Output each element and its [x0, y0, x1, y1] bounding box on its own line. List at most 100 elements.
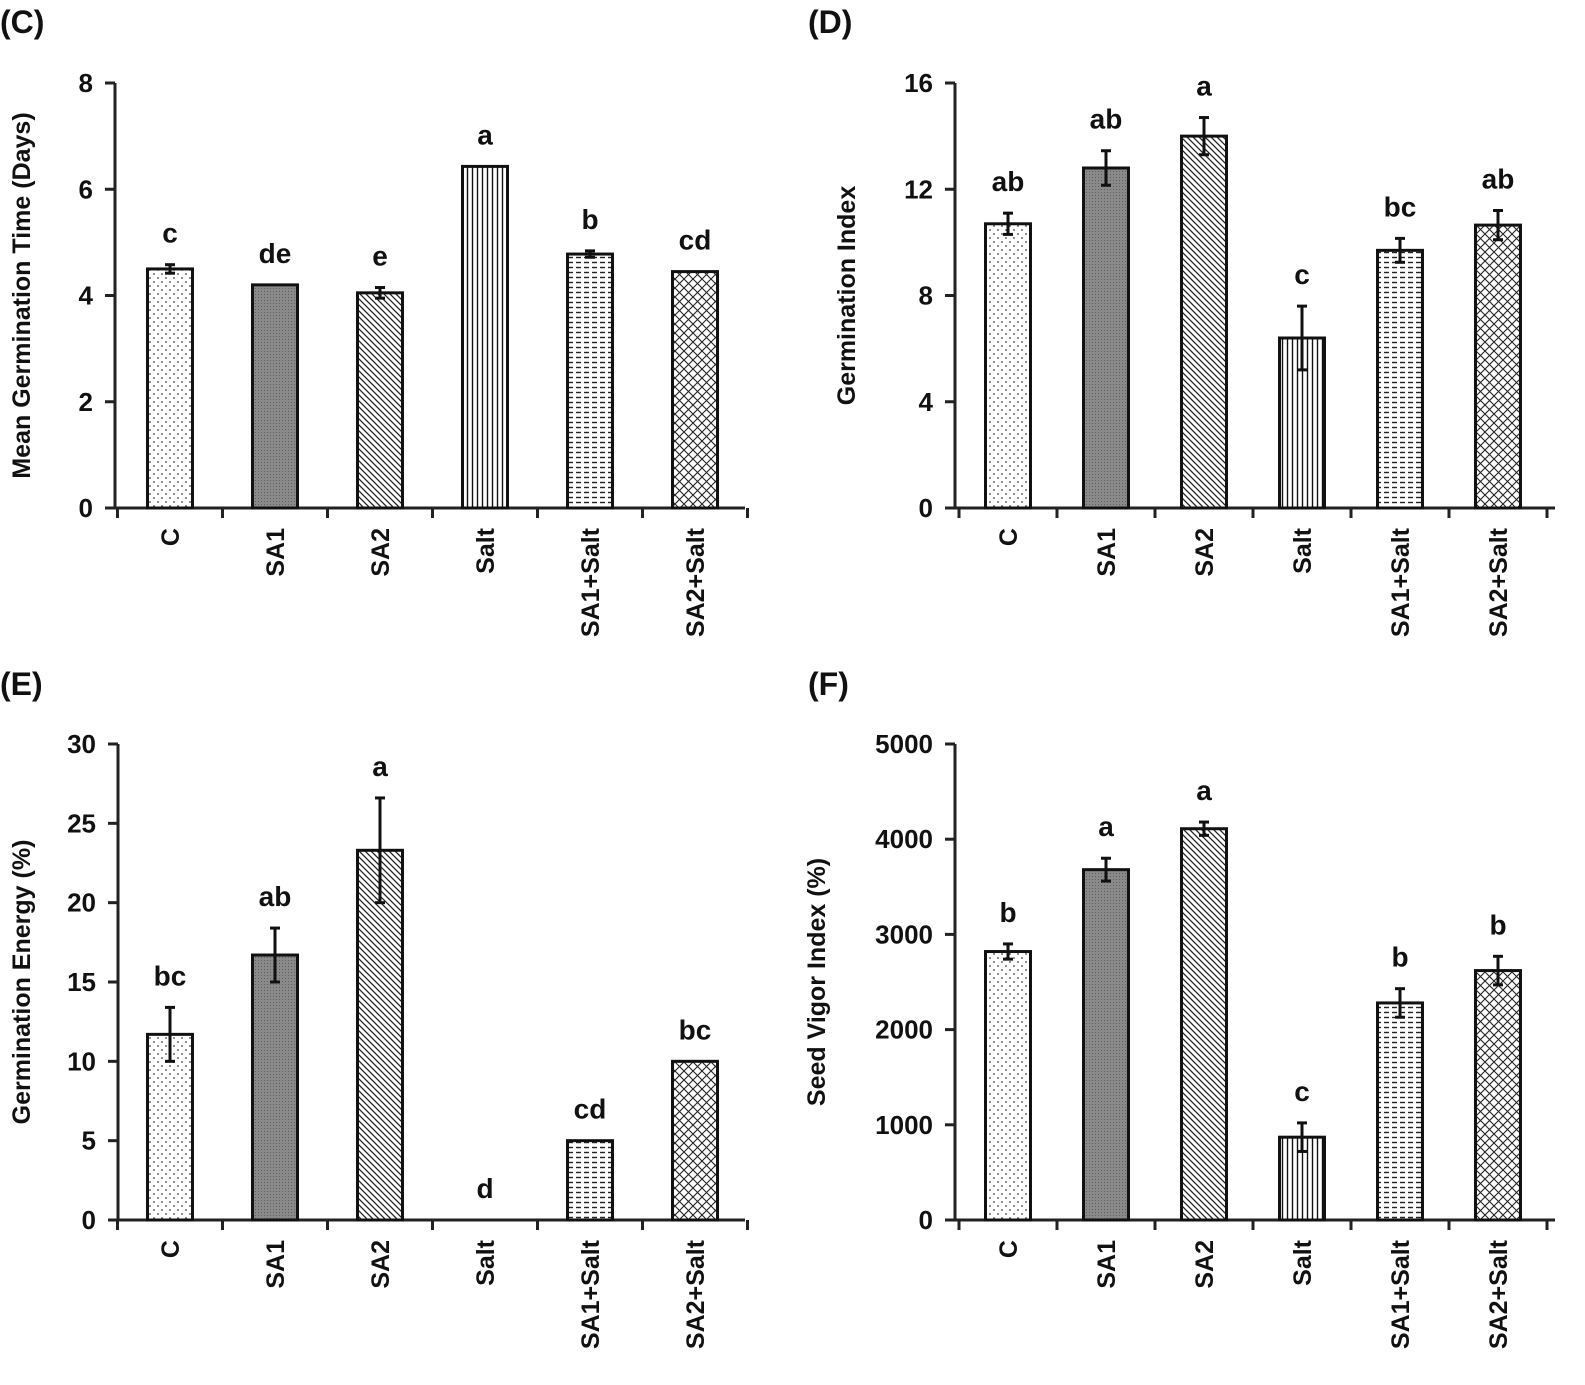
y-tick-label-d: 8 [919, 281, 933, 311]
y-tick-label-e: 25 [67, 808, 96, 838]
y-tick-label-c: 2 [79, 387, 93, 417]
significance-letter-d-0: ab [992, 166, 1025, 197]
x-category-label-f-0: C [995, 1240, 1023, 1258]
y-tick-label-e: 30 [67, 729, 96, 759]
bar-c-3 [461, 164, 509, 510]
significance-letter-c-4: b [581, 204, 598, 235]
y-tick-label-c: 4 [79, 281, 94, 311]
y-tick-label-c: 8 [79, 68, 93, 98]
significance-letter-e-1: ab [259, 881, 292, 912]
bar-c-4 [566, 252, 614, 510]
y-axis-label-c: Mean Germination Time (Days) [8, 112, 36, 478]
significance-letter-e-5: bc [679, 1014, 712, 1045]
x-category-label-c-3: Salt [472, 527, 500, 574]
significance-letter-f-0: b [999, 897, 1016, 928]
x-category-label-c-5: SA2+Salt [682, 527, 710, 637]
significance-letter-e-3: d [476, 1173, 493, 1204]
chart-panel-d: (D) Germination Index 0 4 8 12 16 ab Cab SA1 a SA2 c… [808, 4, 1555, 637]
y-axis-label-f: Seed Vigor Index (%) [803, 858, 831, 1106]
y-tick-label-f: 5000 [875, 729, 933, 759]
significance-letter-d-5: ab [1482, 164, 1515, 195]
y-tick-label-e: 15 [67, 967, 96, 997]
y-tick-label-d: 0 [919, 493, 933, 523]
bar-f-1 [1082, 868, 1130, 1222]
x-category-label-e-4: SA1+Salt [577, 1239, 605, 1349]
x-category-label-e-2: SA2 [367, 1240, 395, 1289]
x-category-label-c-1: SA1 [262, 528, 290, 577]
significance-letter-f-3: c [1294, 1076, 1310, 1107]
chart-panel-c: (C) Mean Germination Time (Days) 0 2 4 6 8 c Cde… [0, 4, 749, 637]
bar-e-5 [671, 1059, 719, 1222]
y-tick-label-e: 20 [67, 888, 96, 918]
y-tick-label-e: 0 [82, 1205, 96, 1235]
bar-d-5 [1474, 223, 1522, 510]
bar-f-5 [1474, 969, 1522, 1222]
y-tick-label-d: 16 [904, 68, 933, 98]
x-category-label-f-1: SA1 [1093, 1240, 1121, 1289]
chart-panel-f: (F) Seed Vigor Index (%) 0 1000 2000 3000 4000… [803, 666, 1555, 1349]
bar-e-2 [356, 848, 404, 1222]
bar-d-4 [1376, 248, 1424, 510]
y-tick-label-e: 5 [82, 1126, 96, 1156]
significance-letter-c-0: c [162, 218, 178, 249]
y-tick-label-f: 1000 [875, 1110, 933, 1140]
significance-letter-c-2: e [372, 241, 388, 272]
chart-panel-e: (E) Germination Energy (%) 0 5 10 15 20 25 30 bc C… [0, 666, 749, 1349]
panel-label-f: (F) [808, 666, 849, 702]
panel-label-d: (D) [808, 4, 852, 40]
x-category-label-c-2: SA2 [367, 528, 395, 577]
significance-letter-f-4: b [1391, 942, 1408, 973]
y-tick-label-e: 10 [67, 1046, 96, 1076]
y-tick-label-f: 0 [919, 1205, 933, 1235]
y-tick-label-f: 2000 [875, 1015, 933, 1045]
bar-c-2 [356, 291, 404, 510]
x-category-label-d-0: C [995, 528, 1023, 546]
significance-letter-c-3: a [477, 119, 493, 150]
significance-letter-c-5: cd [679, 225, 712, 256]
bar-d-0 [984, 222, 1032, 510]
bar-f-0 [984, 950, 1032, 1222]
x-category-label-d-2: SA2 [1191, 528, 1219, 577]
x-category-label-e-5: SA2+Salt [682, 1239, 710, 1349]
panel-label-c: (C) [0, 4, 44, 40]
x-category-label-f-5: SA2+Salt [1485, 1239, 1513, 1349]
y-tick-label-c: 0 [79, 493, 93, 523]
significance-letter-e-0: bc [154, 960, 187, 991]
y-tick-label-c: 6 [79, 174, 93, 204]
bar-d-1 [1082, 166, 1130, 510]
x-category-label-f-4: SA1+Salt [1387, 1239, 1415, 1349]
x-category-label-d-3: Salt [1289, 527, 1317, 574]
bar-c-0 [146, 267, 194, 510]
bar-f-4 [1376, 1001, 1424, 1222]
significance-letter-c-1: de [259, 238, 292, 269]
x-category-label-d-4: SA1+Salt [1387, 527, 1415, 637]
bar-f-2 [1180, 827, 1228, 1222]
y-tick-label-f: 3000 [875, 919, 933, 949]
x-category-label-c-0: C [157, 528, 185, 546]
y-axis-label-e: Germination Energy (%) [8, 840, 36, 1125]
bar-c-1 [251, 283, 299, 510]
y-tick-label-d: 12 [904, 174, 933, 204]
significance-letter-e-2: a [372, 751, 388, 782]
x-category-label-e-0: C [157, 1240, 185, 1258]
x-category-label-c-4: SA1+Salt [577, 527, 605, 637]
x-category-label-f-2: SA2 [1191, 1240, 1219, 1289]
y-axis-label-d: Germination Index [833, 186, 861, 406]
x-category-label-e-3: Salt [472, 1239, 500, 1286]
significance-letter-d-1: ab [1090, 104, 1123, 135]
bar-e-4 [566, 1139, 614, 1222]
significance-letter-f-2: a [1196, 775, 1212, 806]
significance-letter-d-4: bc [1384, 191, 1417, 222]
significance-letter-f-1: a [1098, 811, 1114, 842]
x-category-label-d-1: SA1 [1093, 528, 1121, 577]
panel-label-e: (E) [0, 666, 43, 702]
x-category-label-e-1: SA1 [262, 1240, 290, 1289]
bar-c-5 [671, 270, 719, 510]
significance-letter-e-4: cd [574, 1094, 607, 1125]
bar-e-1 [251, 953, 299, 1222]
x-category-label-d-5: SA2+Salt [1485, 527, 1513, 637]
x-category-label-f-3: Salt [1289, 1239, 1317, 1286]
y-tick-label-f: 4000 [875, 824, 933, 854]
bar-d-2 [1180, 134, 1228, 510]
